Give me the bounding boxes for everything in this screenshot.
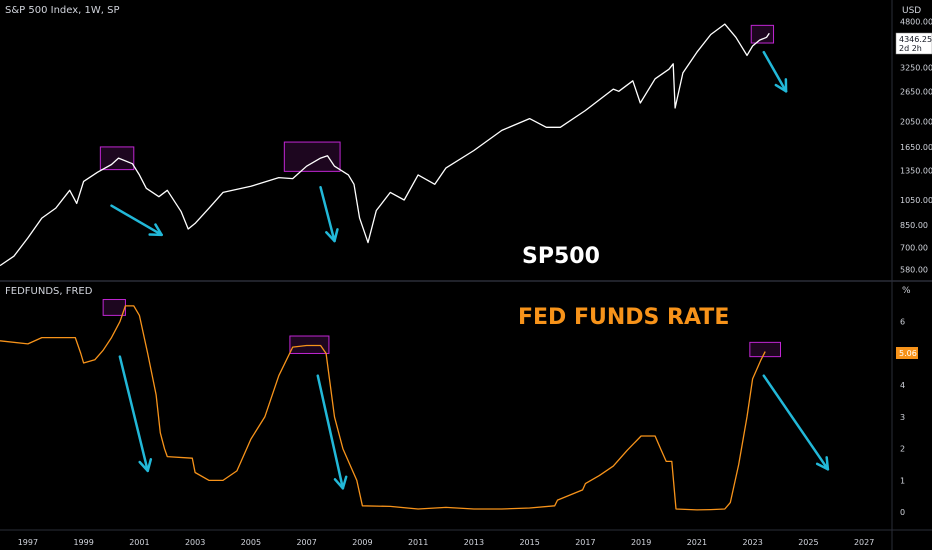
time-tick-label: 1999 — [73, 538, 93, 547]
sp500-y-axis: 580.00 700.00 850.00 1050.00 1350.00 1650.00 2… — [900, 18, 932, 275]
ff-y-tick-label: 2 — [900, 445, 905, 454]
sp-down-arrow — [319, 186, 339, 243]
time-tick-label: 2009 — [352, 538, 372, 547]
sp500-axis-unit: USD — [902, 6, 921, 16]
ff-y-tick-label: 6 — [900, 318, 905, 327]
time-tick-label: 2011 — [408, 538, 428, 547]
fedfunds-axis-unit: % — [902, 286, 911, 296]
sp-y-tick-label: 850.00 — [900, 221, 928, 230]
sp500-countdown: 2d 2h — [899, 44, 922, 53]
fedfunds-annotation: FED FUNDS RATE — [518, 305, 729, 330]
time-tick-label: 2023 — [742, 538, 762, 547]
sp500-pane-title: S&P 500 Index, 1W, SP — [5, 5, 120, 16]
ff-highlight-box — [289, 335, 330, 354]
sp500-pane[interactable]: S&P 500 Index, 1W, SP USD 580.00 700.00 85… — [0, 5, 932, 275]
sp-y-tick-label: 1650.00 — [900, 143, 932, 152]
time-tick-label: 2013 — [464, 538, 484, 547]
time-tick-label: 2005 — [241, 538, 261, 547]
ff-y-tick-label: 1 — [900, 476, 905, 485]
ff-y-tick-label: 4 — [900, 381, 905, 390]
sp-highlight-box — [750, 24, 775, 44]
sp-y-tick-label: 1050.00 — [900, 196, 932, 205]
time-tick-label: 2001 — [129, 538, 149, 547]
fedfunds-pane-title: FEDFUNDS, FRED — [5, 286, 93, 297]
sp500-highlight-boxes — [99, 24, 775, 172]
ff-y-tick-label: 0 — [900, 508, 905, 517]
sp-y-tick-label: 2050.00 — [900, 117, 932, 126]
ff-highlight-box — [749, 341, 782, 358]
sp500-series-line — [0, 23, 770, 267]
time-tick-label: 1997 — [18, 538, 38, 547]
sp-y-tick-label: 580.00 — [900, 266, 928, 275]
sp-down-arrow — [110, 204, 163, 237]
fedfunds-series-line — [0, 305, 766, 511]
time-tick-label: 2025 — [798, 538, 818, 547]
sp-y-tick-label: 1350.00 — [900, 166, 932, 175]
sp-highlight-box — [99, 146, 135, 171]
sp-highlight-box — [283, 141, 341, 172]
ff-down-arrow — [316, 374, 348, 490]
fedfunds-highlight-boxes — [102, 299, 782, 358]
fedfunds-last-value-label: 5.06 — [896, 347, 918, 359]
fedfunds-arrows — [118, 355, 830, 490]
time-tick-label: 2021 — [687, 538, 707, 547]
sp500-arrows — [110, 50, 788, 243]
sp500-last-value: 4346.25 — [899, 35, 932, 44]
sp500-annotation: SP500 — [522, 244, 600, 269]
ff-down-arrow — [762, 374, 830, 471]
sp-y-tick-label: 700.00 — [900, 244, 928, 253]
sp-y-tick-label: 3250.00 — [900, 63, 932, 72]
time-tick-label: 2007 — [296, 538, 316, 547]
sp-y-tick-label: 2650.00 — [900, 87, 932, 96]
time-tick-label: 2015 — [519, 538, 539, 547]
fedfunds-last-value: 5.06 — [899, 349, 917, 358]
fedfunds-pane[interactable]: FEDFUNDS, FRED % 0123456 FED FUNDS RATE … — [0, 286, 918, 517]
ff-highlight-box — [102, 299, 126, 316]
ff-y-tick-label: 3 — [900, 413, 905, 422]
time-tick-label: 2017 — [575, 538, 595, 547]
sp500-last-value-label: 4346.25 2d 2h — [895, 32, 932, 55]
time-tick-label: 2003 — [185, 538, 205, 547]
sp-down-arrow — [762, 50, 788, 93]
time-axis[interactable]: 1997 1999 2001 2003 2005 2007 2009 2011 2013 2015… — [18, 538, 875, 547]
time-tick-label: 2019 — [631, 538, 651, 547]
time-tick-label: 2027 — [854, 538, 874, 547]
ff-down-arrow — [118, 355, 153, 473]
sp-y-tick-label: 4800.00 — [900, 18, 932, 27]
